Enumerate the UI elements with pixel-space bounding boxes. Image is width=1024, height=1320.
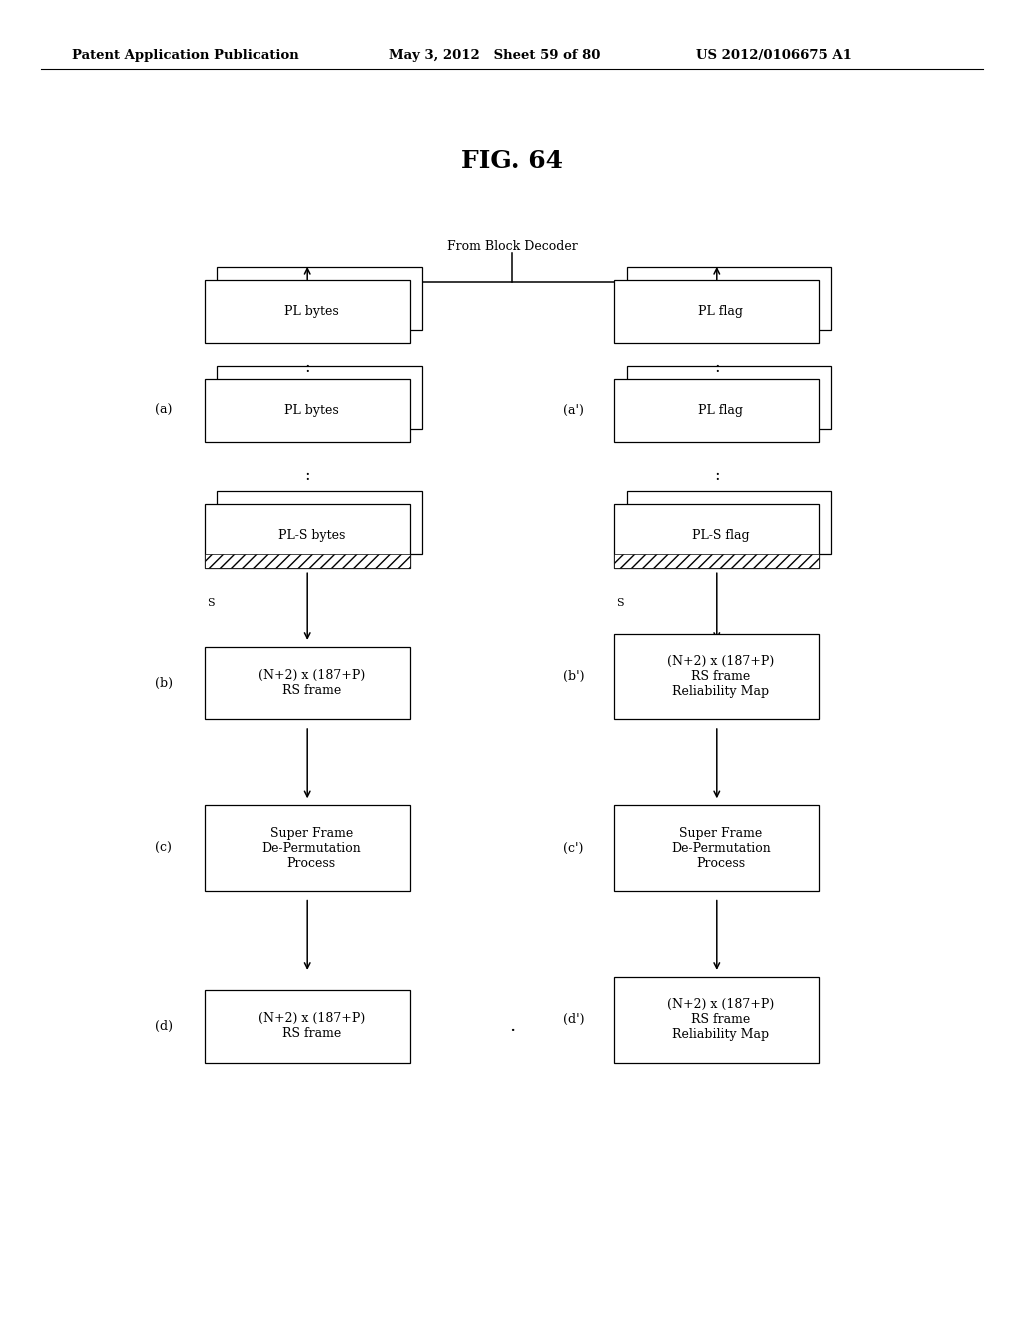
Text: US 2012/0106675 A1: US 2012/0106675 A1 bbox=[696, 49, 852, 62]
Text: PL-S bytes: PL-S bytes bbox=[278, 529, 345, 543]
Bar bbox=[614, 805, 819, 891]
Text: (c'): (c') bbox=[563, 842, 584, 854]
Bar bbox=[614, 977, 819, 1063]
Bar bbox=[614, 554, 819, 568]
Text: (c): (c) bbox=[156, 842, 172, 854]
Text: (N+2) x (187+P)
RS frame
Reliability Map: (N+2) x (187+P) RS frame Reliability Map bbox=[668, 998, 774, 1041]
Text: :: : bbox=[714, 359, 720, 376]
Text: (b): (b) bbox=[155, 677, 173, 689]
Text: (d): (d) bbox=[155, 1020, 173, 1032]
Bar bbox=[627, 267, 831, 330]
Text: S: S bbox=[616, 598, 624, 609]
Bar bbox=[627, 491, 831, 554]
Bar bbox=[217, 267, 422, 330]
Bar bbox=[205, 554, 410, 568]
Bar bbox=[205, 379, 410, 442]
Text: (N+2) x (187+P)
RS frame
Reliability Map: (N+2) x (187+P) RS frame Reliability Map bbox=[668, 655, 774, 698]
Text: From Block Decoder: From Block Decoder bbox=[446, 240, 578, 253]
Text: .: . bbox=[509, 1018, 515, 1035]
Text: PL-S flag: PL-S flag bbox=[692, 529, 750, 543]
Bar bbox=[205, 647, 410, 719]
Text: (a): (a) bbox=[156, 404, 172, 417]
Text: (N+2) x (187+P)
RS frame: (N+2) x (187+P) RS frame bbox=[258, 1012, 365, 1040]
Bar bbox=[205, 504, 410, 568]
Text: Super Frame
De-Permutation
Process: Super Frame De-Permutation Process bbox=[261, 826, 361, 870]
Text: :: : bbox=[304, 467, 310, 484]
Bar bbox=[614, 379, 819, 442]
Bar bbox=[614, 634, 819, 719]
Text: FIG. 64: FIG. 64 bbox=[461, 149, 563, 173]
Bar bbox=[205, 990, 410, 1063]
Text: May 3, 2012   Sheet 59 of 80: May 3, 2012 Sheet 59 of 80 bbox=[389, 49, 600, 62]
Text: PL flag: PL flag bbox=[698, 404, 743, 417]
Bar bbox=[614, 504, 819, 568]
Text: (N+2) x (187+P)
RS frame: (N+2) x (187+P) RS frame bbox=[258, 669, 365, 697]
Bar bbox=[217, 491, 422, 554]
Text: (b'): (b') bbox=[563, 671, 584, 682]
Text: PL bytes: PL bytes bbox=[284, 305, 339, 318]
Bar bbox=[217, 366, 422, 429]
Bar bbox=[627, 366, 831, 429]
Bar bbox=[205, 805, 410, 891]
Text: PL flag: PL flag bbox=[698, 305, 743, 318]
Bar bbox=[614, 280, 819, 343]
Text: :: : bbox=[304, 359, 310, 376]
Text: :: : bbox=[714, 467, 720, 484]
Bar bbox=[205, 280, 410, 343]
Text: Patent Application Publication: Patent Application Publication bbox=[72, 49, 298, 62]
Text: Super Frame
De-Permutation
Process: Super Frame De-Permutation Process bbox=[671, 826, 771, 870]
Text: S: S bbox=[207, 598, 214, 609]
Text: PL bytes: PL bytes bbox=[284, 404, 339, 417]
Text: (d'): (d') bbox=[563, 1014, 584, 1026]
Text: (a'): (a') bbox=[563, 404, 584, 417]
